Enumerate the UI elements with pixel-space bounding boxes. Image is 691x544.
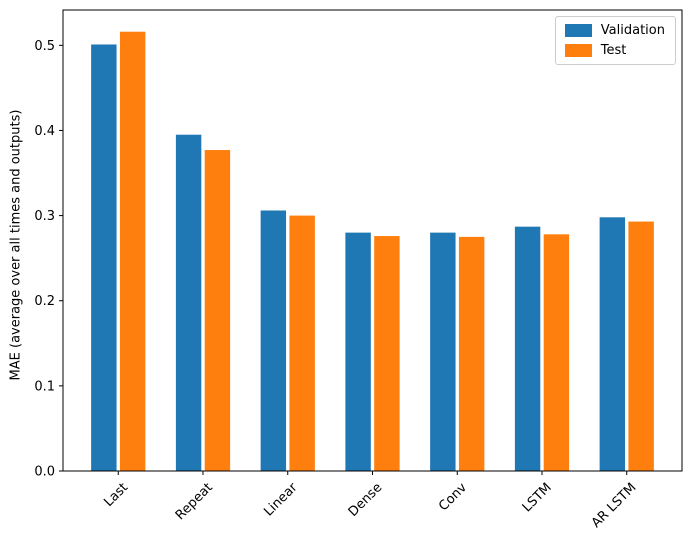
x-tick-label: Linear bbox=[261, 480, 301, 520]
bar-validation-lstm bbox=[514, 226, 541, 471]
bar-validation-last bbox=[91, 44, 117, 472]
y-axis-label: MAE (average over all times and outputs) bbox=[8, 109, 24, 381]
legend-item-validation: Validation bbox=[564, 23, 665, 38]
legend: Validation Test bbox=[554, 16, 676, 65]
bar-validation-dense bbox=[345, 232, 371, 471]
y-tick-label: 0.3 bbox=[34, 209, 55, 224]
x-tick-label: LSTM bbox=[520, 480, 555, 515]
bar-test-lstm bbox=[543, 234, 570, 471]
bar-test-last bbox=[119, 31, 146, 472]
bar-validation-repeat bbox=[175, 134, 202, 472]
bar-test-linear bbox=[289, 215, 315, 471]
plot-spines bbox=[62, 9, 683, 472]
legend-label-test: Test bbox=[600, 43, 627, 58]
bar-test-dense bbox=[374, 236, 400, 471]
y-tick-label: 0.0 bbox=[34, 465, 55, 480]
legend-label-validation: Validation bbox=[600, 23, 665, 38]
y-tick-label: 0.2 bbox=[34, 294, 55, 309]
legend-item-test: Test bbox=[564, 43, 665, 58]
bar-test-conv bbox=[458, 236, 485, 471]
bar-validation-linear bbox=[260, 210, 287, 472]
bar-test-repeat bbox=[204, 150, 231, 472]
x-tick-label: Last bbox=[101, 480, 131, 510]
bar-test-ar-lstm bbox=[628, 221, 654, 471]
legend-swatch-validation-icon bbox=[564, 24, 592, 37]
x-tick-label: Repeat bbox=[173, 480, 216, 523]
legend-swatch-test-icon bbox=[564, 44, 592, 57]
bar-validation-conv bbox=[430, 232, 456, 471]
y-tick-label: 0.1 bbox=[34, 379, 55, 394]
x-tick-label: Conv bbox=[436, 480, 470, 514]
y-tick-label: 0.4 bbox=[34, 124, 55, 139]
x-tick-label: AR LSTM bbox=[589, 480, 640, 531]
x-tick-label: Dense bbox=[346, 480, 386, 520]
y-tick-label: 0.5 bbox=[34, 39, 55, 54]
bar-validation-ar-lstm bbox=[599, 217, 626, 471]
